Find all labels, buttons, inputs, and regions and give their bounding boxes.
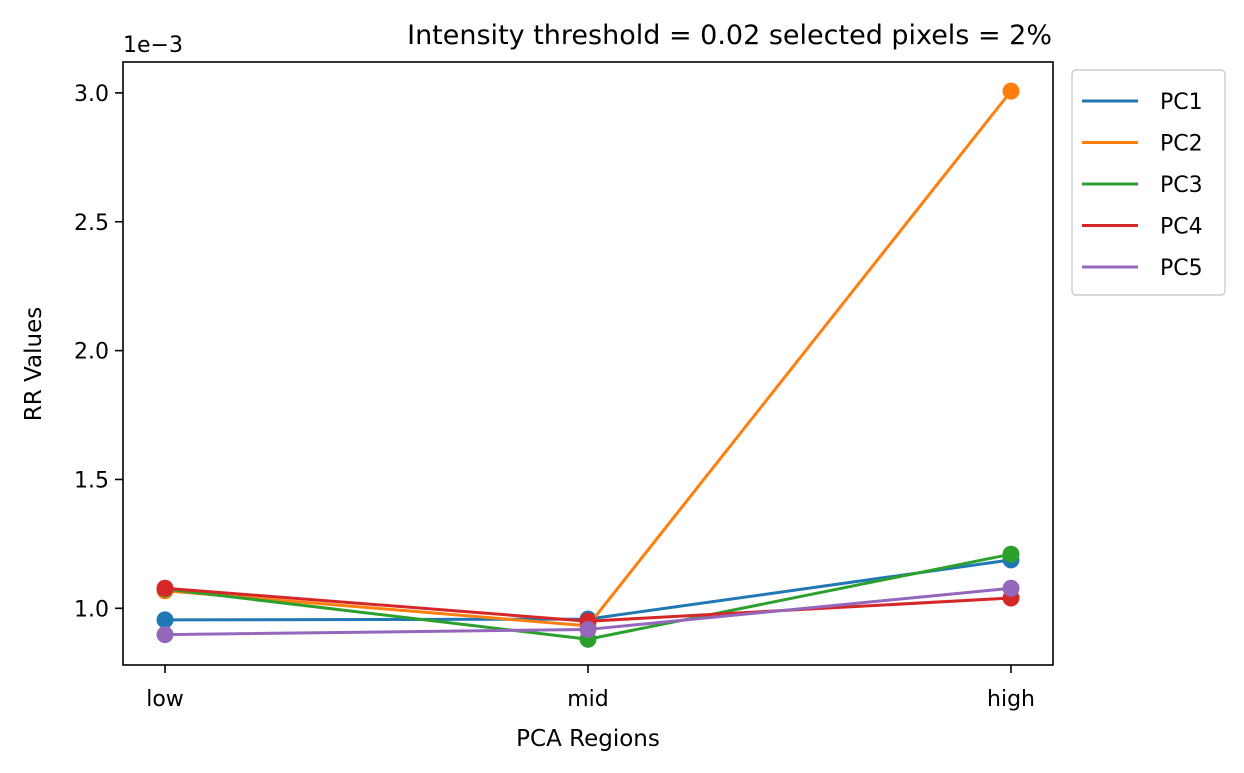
data-point bbox=[579, 620, 597, 638]
x-axis-label: PCA Regions bbox=[516, 726, 660, 752]
legend-frame bbox=[1071, 69, 1226, 296]
y-tick-label: 3.0 bbox=[74, 82, 109, 107]
legend-label: PC3 bbox=[1160, 173, 1203, 198]
legend-label: PC1 bbox=[1160, 90, 1203, 115]
legend-item-pc2: PC2 bbox=[1082, 132, 1203, 157]
legend-item-pc5: PC5 bbox=[1082, 256, 1203, 281]
y-tick-label: 1.5 bbox=[74, 468, 109, 493]
y-tick-label: 2.5 bbox=[74, 211, 109, 236]
legend-item-pc3: PC3 bbox=[1082, 173, 1203, 198]
x-axis: low mid high bbox=[146, 665, 1035, 712]
legend-label: PC5 bbox=[1160, 256, 1203, 281]
x-tick-label: low bbox=[146, 687, 184, 712]
series-pc5 bbox=[156, 579, 1020, 644]
data-point bbox=[1002, 579, 1020, 597]
y-offset-text: 1e−3 bbox=[123, 33, 183, 58]
chart-title: Intensity threshold = 0.02 selected pixe… bbox=[407, 20, 1052, 51]
series-layer bbox=[156, 82, 1020, 648]
data-point bbox=[156, 611, 174, 629]
y-tick-label: 2.0 bbox=[74, 340, 109, 365]
data-point bbox=[1002, 82, 1020, 100]
data-point bbox=[1002, 545, 1020, 563]
legend: PC1 PC2 PC3 PC4 PC5 bbox=[1071, 69, 1226, 296]
legend-item-pc1: PC1 bbox=[1082, 90, 1203, 115]
legend-label: PC4 bbox=[1160, 215, 1203, 240]
x-tick-label: high bbox=[987, 687, 1035, 712]
data-point bbox=[156, 626, 174, 644]
y-axis-label: RR Values bbox=[21, 307, 47, 421]
data-point bbox=[156, 579, 174, 597]
legend-item-pc4: PC4 bbox=[1082, 215, 1203, 240]
series-line bbox=[164, 90, 1013, 628]
y-axis: 1.0 1.5 2.0 2.5 3.0 bbox=[74, 82, 123, 622]
y-tick-label: 1.0 bbox=[74, 597, 109, 622]
series-pc2 bbox=[156, 82, 1020, 635]
legend-label: PC2 bbox=[1160, 132, 1203, 157]
x-tick-label: mid bbox=[567, 687, 609, 712]
